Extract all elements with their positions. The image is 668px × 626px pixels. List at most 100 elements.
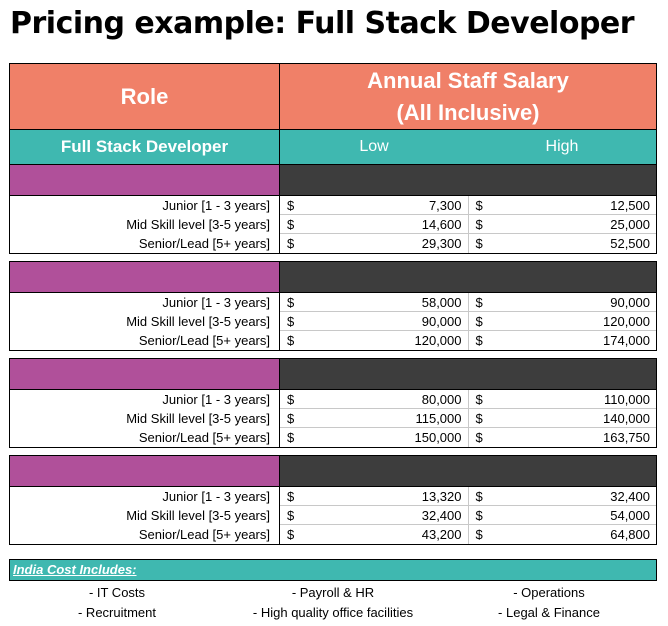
currency-symbol: $ xyxy=(475,314,483,329)
currency-symbol: $ xyxy=(287,489,295,504)
high-cell: $174,000 xyxy=(469,331,657,350)
currency-symbol: $ xyxy=(287,527,295,542)
level-label: Mid Skill level [3-5 years] xyxy=(10,409,280,428)
high-value: 174,000 xyxy=(603,333,650,348)
includes-heading: India Cost Includes: xyxy=(13,562,137,577)
currency-symbol: $ xyxy=(287,198,295,213)
low-cell: $115,000 xyxy=(280,409,469,428)
band-dark xyxy=(280,359,656,389)
page-title: Pricing example: Full Stack Developer xyxy=(10,6,635,41)
salary-group: Junior [1 - 3 years] $7,300 $12,500 Mid Ski… xyxy=(9,165,657,254)
high-cell: $120,000 xyxy=(468,312,656,331)
currency-symbol: $ xyxy=(287,392,295,407)
currency-symbol: $ xyxy=(287,217,295,232)
currency-symbol: $ xyxy=(475,198,483,213)
high-cell: $32,400 xyxy=(468,487,656,506)
table-row: Senior/Lead [5+ years] $120,000 $174,000 xyxy=(10,331,656,350)
table-row: Junior [1 - 3 years] $58,000 $90,000 xyxy=(10,293,656,312)
level-label: Junior [1 - 3 years] xyxy=(10,487,280,506)
currency-symbol: $ xyxy=(287,508,295,523)
low-cell: $90,000 xyxy=(280,312,469,331)
includes-item: - Recruitment xyxy=(77,605,157,620)
currency-symbol: $ xyxy=(287,430,295,445)
high-cell: $54,000 xyxy=(468,506,656,525)
salary-header-line1: Annual Staff Salary xyxy=(367,67,569,93)
level-label: Junior [1 - 3 years] xyxy=(10,196,280,215)
header-row: Role Annual Staff Salary (All Inclusive) xyxy=(9,63,657,129)
band-purple xyxy=(10,165,280,195)
low-cell: $32,400 xyxy=(280,506,469,525)
high-cell: $110,000 xyxy=(468,390,656,409)
currency-symbol: $ xyxy=(475,411,483,426)
low-cell: $14,600 xyxy=(280,215,469,234)
currency-symbol: $ xyxy=(287,333,295,348)
role-name: Full Stack Developer xyxy=(10,130,280,164)
low-cell: $58,000 xyxy=(280,293,469,312)
high-value: 140,000 xyxy=(603,411,650,426)
level-label: Mid Skill level [3-5 years] xyxy=(10,312,280,331)
low-value: 14,600 xyxy=(421,217,462,232)
salary-group: Junior [1 - 3 years] $13,320 $32,400 Mid Sk… xyxy=(9,455,657,545)
includes-item: - Legal & Finance xyxy=(498,605,600,620)
level-label: Junior [1 - 3 years] xyxy=(10,293,280,312)
high-header: High xyxy=(545,138,579,155)
role-header: Role xyxy=(10,64,280,129)
group-band xyxy=(10,262,656,293)
currency-symbol: $ xyxy=(287,411,295,426)
table-row: Mid Skill level [3-5 years] $32,400 $54,00… xyxy=(10,506,656,525)
includes-item: - IT Costs xyxy=(88,585,146,600)
currency-symbol: $ xyxy=(475,295,483,310)
table-row: Mid Skill level [3-5 years] $14,600 $25,00… xyxy=(10,215,656,234)
level-label: Senior/Lead [5+ years] xyxy=(10,525,280,544)
low-value: 80,000 xyxy=(421,392,462,407)
includes-list: - IT Costs - Payroll & HR - Operations - Re… xyxy=(9,583,657,622)
low-value: 120,000 xyxy=(414,333,462,348)
level-label: Senior/Lead [5+ years] xyxy=(10,234,280,253)
high-value: 54,000 xyxy=(610,508,650,523)
low-cell: $29,300 xyxy=(280,234,469,253)
currency-symbol: $ xyxy=(475,489,483,504)
table-row: Senior/Lead [5+ years] $43,200 $64,800 xyxy=(10,525,656,544)
level-label: Mid Skill level [3-5 years] xyxy=(10,506,280,525)
low-value: 7,300 xyxy=(428,198,462,213)
table-row: Junior [1 - 3 years] $13,320 $32,400 xyxy=(10,487,656,506)
band-purple xyxy=(10,456,280,486)
includes-item: - Payroll & HR xyxy=(291,585,375,600)
currency-symbol: $ xyxy=(287,236,295,251)
high-value: 52,500 xyxy=(610,236,650,251)
currency-symbol: $ xyxy=(475,333,483,348)
level-label: Senior/Lead [5+ years] xyxy=(10,428,280,447)
low-value: 13,320 xyxy=(421,489,462,504)
table-row: Mid Skill level [3-5 years] $90,000 $120,0… xyxy=(10,312,656,331)
currency-symbol: $ xyxy=(475,217,483,232)
currency-symbol: $ xyxy=(475,508,483,523)
pricing-table: Role Annual Staff Salary (All Inclusive)… xyxy=(9,63,657,545)
band-purple xyxy=(10,359,280,389)
salary-groups: Junior [1 - 3 years] $7,300 $12,500 Mid Ski… xyxy=(9,165,657,545)
low-cell: $43,200 xyxy=(280,525,469,544)
includes-item: - Operations xyxy=(513,585,585,600)
currency-symbol: $ xyxy=(475,430,483,445)
low-header: Low xyxy=(359,138,389,155)
low-cell: $150,000 xyxy=(280,428,469,447)
salary-group: Junior [1 - 3 years] $58,000 $90,000 Mid Sk… xyxy=(9,261,657,351)
low-value: 90,000 xyxy=(421,314,462,329)
high-value: 110,000 xyxy=(603,392,650,407)
low-value: 43,200 xyxy=(421,527,462,542)
currency-symbol: $ xyxy=(287,314,295,329)
high-value: 64,800 xyxy=(610,527,650,542)
high-cell: $25,000 xyxy=(468,215,656,234)
level-label: Senior/Lead [5+ years] xyxy=(10,331,280,350)
low-cell: $120,000 xyxy=(280,331,469,350)
group-band xyxy=(10,165,656,196)
table-row: Mid Skill level [3-5 years] $115,000 $140,… xyxy=(10,409,656,428)
low-value: 115,000 xyxy=(415,411,462,426)
high-value: 90,000 xyxy=(610,295,650,310)
currency-symbol: $ xyxy=(475,236,483,251)
currency-symbol: $ xyxy=(475,527,483,542)
low-value: 29,300 xyxy=(421,236,462,251)
low-value: 150,000 xyxy=(414,430,462,445)
group-band xyxy=(10,456,656,487)
low-cell: $7,300 xyxy=(280,196,469,215)
group-band xyxy=(10,359,656,390)
